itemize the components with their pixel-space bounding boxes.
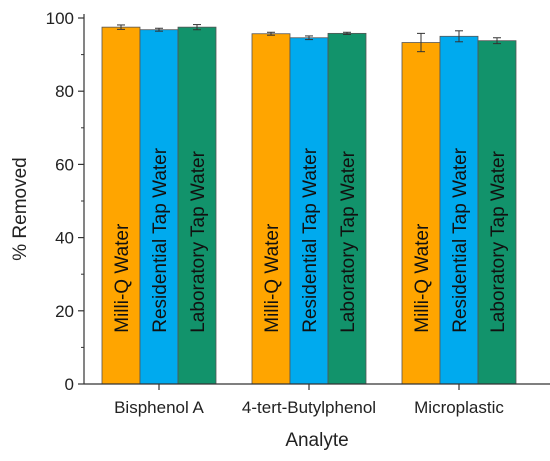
error-bar — [117, 24, 125, 30]
error-bar — [155, 27, 163, 32]
bar-label-residential-tap-water: Residential Tap Water — [450, 147, 471, 332]
error-bar — [193, 24, 201, 31]
axes-group: 0 20 40 60 80 100 Bisphenol A 4-tert-Butylpheno… — [46, 9, 550, 417]
bar-label-laboratory-tap-water: Laboratory Tap Water — [188, 150, 209, 332]
error-bar — [493, 37, 501, 45]
bars-group: Milli-Q Water Residential Tap Water Labora… — [101, 24, 517, 385]
error-bar — [343, 31, 351, 35]
y-tick-label: 80 — [55, 82, 74, 101]
bar-label-laboratory-tap-water: Laboratory Tap Water — [488, 150, 509, 332]
y-tick-label: 40 — [55, 229, 74, 248]
bar-label-residential-tap-water: Residential Tap Water — [150, 147, 171, 332]
error-bar — [417, 32, 425, 53]
bar-label-milli-q-water: Milli-Q Water — [412, 223, 433, 333]
error-bar — [267, 31, 275, 36]
bar-microplastic-milli-q-water — [401, 42, 441, 385]
bar-label-milli-q-water: Milli-Q Water — [112, 223, 133, 333]
error-bar — [455, 30, 463, 43]
x-tick-label: 4-tert-Butylphenol — [242, 398, 376, 417]
bar-label-residential-tap-water: Residential Tap Water — [300, 147, 321, 332]
x-axis-title: Analyte — [285, 430, 348, 451]
bar-label-milli-q-water: Milli-Q Water — [262, 223, 283, 333]
error-bar — [305, 35, 313, 41]
y-tick-label: 0 — [65, 375, 74, 394]
y-tick-label: 100 — [46, 9, 74, 28]
y-tick-label: 60 — [55, 155, 74, 174]
x-tick-label: Bisphenol A — [114, 398, 204, 417]
bar-bisphenol-a-laboratory-tap-water — [177, 26, 217, 385]
x-tick-label: Microplastic — [414, 398, 504, 417]
bar-microplastic-residential-tap-water — [439, 35, 479, 385]
y-axis-title: % Removed — [10, 157, 31, 261]
bar-label-laboratory-tap-water: Laboratory Tap Water — [338, 150, 359, 332]
y-tick-label: 20 — [55, 302, 74, 321]
bar-bisphenol-a-milli-q-water — [101, 26, 141, 385]
bar-microplastic-laboratory-tap-water — [477, 40, 517, 385]
